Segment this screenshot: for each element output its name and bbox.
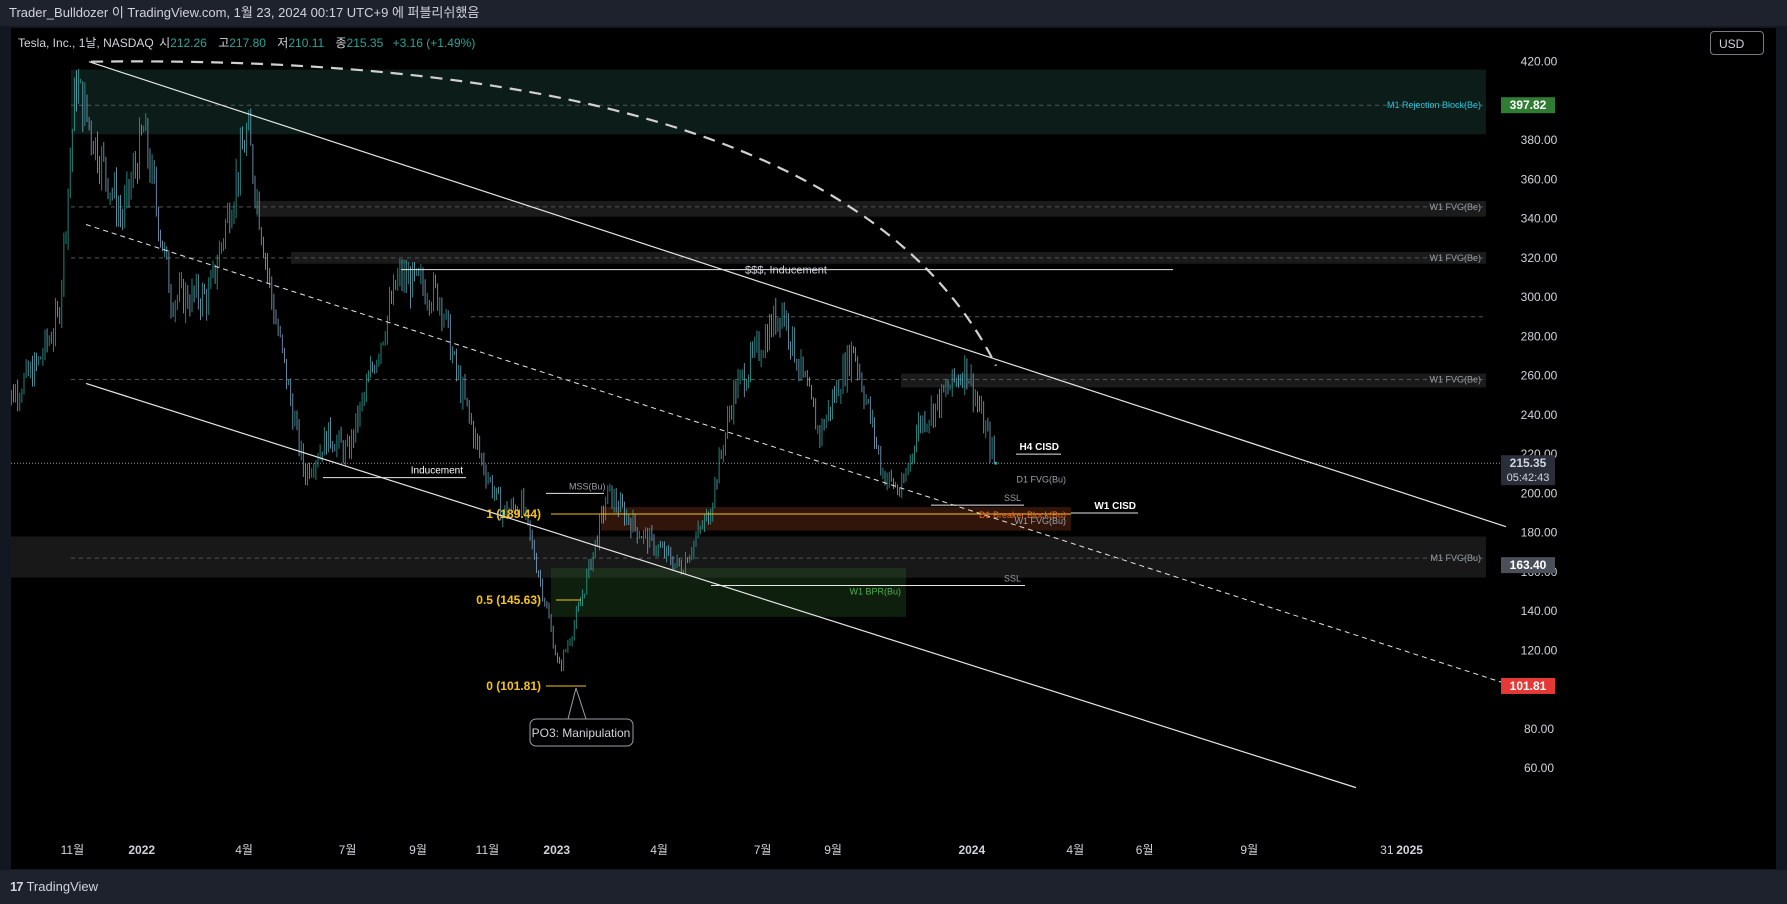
publish-header: Trader_Bulldozer 이 TradingView.com, 1월 2… [0,0,1787,26]
x-tick-5: 9월 [409,843,427,857]
x-tick-2: 2022 [128,843,155,857]
y-tick-2: 360.00 [1521,172,1558,186]
trendline-layer [11,60,1507,789]
footer-bar: 17 TradingView [0,870,1787,904]
level-label-6: D1 Breaker Block(Bu) [979,510,1066,520]
x-tick-13: 6월 [1136,843,1154,857]
x-tick-16: 2025 [1396,843,1423,857]
change-value: +3.16 (+1.49%) [392,36,476,50]
zone-m1-fvg-bu [11,536,1486,578]
level-label-0: M1 Rejection Block(Be) [1387,100,1481,110]
chart-svg: M1 Rejection Block(Be) W1 FVG(Be) W1 FVG(B… [11,55,1558,857]
level-label-4: M1 FVG(Bu) [1430,553,1481,563]
zone-w1-fvg-be-3 [901,373,1486,388]
level-badge-0-label: 397.82 [1510,98,1547,112]
y-tick-13: 140.00 [1521,604,1558,618]
level-label-7: W1 FVG(Bu) [1014,516,1066,526]
ssl-label-1: SSL [1004,493,1021,503]
level-badge-4-label: 163.40 [1510,558,1547,572]
close-label: 종 [335,36,347,50]
low-label: 저 [277,36,289,50]
tv-logo-icon: 17 [10,879,24,894]
x-tick-3: 4월 [235,843,253,857]
chart-area[interactable]: M1 Rejection Block(Be) W1 FVG(Be) W1 FVG(B… [11,28,1776,869]
low-value: 210.11 [288,36,325,50]
y-tick-11: 180.00 [1521,526,1558,540]
level-badge-0-bg [1501,97,1555,114]
y-tick-0: 420.00 [1521,55,1558,69]
level-badge-4-bg [1501,557,1555,574]
sss-label: $$$, Inducement [745,265,827,277]
low-price-badge-label: 101.81 [1510,679,1547,693]
zone-w1-bpr-bu [551,567,906,617]
high-value: 217.80 [229,36,266,50]
publish-info: Trader_Bulldozer 이 TradingView.com, 1월 2… [9,5,480,20]
y-tick-7: 260.00 [1521,369,1558,383]
x-tick-15: 31 [1380,843,1394,857]
w1-cisd-label: W1 CISD [1094,501,1136,512]
y-tick-10: 200.00 [1521,486,1558,500]
axis-layer: 420.00 380.00 360.00 340.00 320.00 300.00 280.… [11,55,1558,857]
x-tick-10: 9월 [824,843,842,857]
x-tick-6: 11월 [476,843,500,857]
x-tick-0: 9월 [11,843,12,857]
symbol-name: Tesla, Inc., 1날, NASDAQ [18,36,154,50]
symbol-legend: Tesla, Inc., 1날, NASDAQ 시212.26 고217.80 … [18,34,481,51]
x-tick-14: 9월 [1240,843,1258,857]
current-price-badge-bg [1501,455,1555,486]
zone-breaker-block [601,507,1071,531]
y-tick-6: 280.00 [1521,329,1558,343]
y-tick-1: 380.00 [1521,133,1558,147]
brand-name: TradingView [26,879,99,894]
price-layer [11,68,998,672]
current-price-badge-countdown: 05:42:43 [1507,472,1550,484]
channel-mid-line [85,224,1507,685]
fib-label-1: 0.5 (145.63) [476,593,541,607]
high-label: 고 [218,36,230,50]
zones-layer [11,69,1486,617]
level-label-5: D1 FVG(Bu) [1016,475,1066,485]
channel-upper-line [88,61,1507,528]
x-tick-8: 4월 [650,843,668,857]
level-label-3: W1 FVG(Be) [1429,375,1481,385]
x-tick-4: 7월 [339,843,357,857]
h4-cisd-label: H4 CISD [1020,442,1059,453]
currency-button[interactable]: USD [1710,31,1764,55]
zone-w1-fvg-be-1 [256,200,1486,217]
ssl-label-2: SSL [1004,574,1021,584]
y-tick-15: 80.00 [1524,722,1554,736]
x-tick-9: 7월 [754,843,772,857]
inducement-label: Inducement [411,466,463,477]
mss-label: MSS(Bu) [569,481,606,491]
level-label-2: W1 FVG(Be) [1429,253,1481,263]
x-tick-12: 4월 [1066,843,1084,857]
y-tick-3: 340.00 [1521,212,1558,226]
y-tick-5: 300.00 [1521,290,1558,304]
fib-label-0: 1 (189.44) [486,507,541,521]
y-tick-4: 320.00 [1521,251,1558,265]
x-tick-1: 11월 [61,843,85,857]
po3-label: PO3: Manipulation [532,726,631,740]
low-price-badge-bg [1501,677,1555,694]
open-value: 212.26 [170,36,207,50]
x-tick-11: 2024 [958,843,985,857]
y-tick-14: 120.00 [1521,643,1558,657]
level-label-8: W1 BPR(Bu) [849,586,901,596]
label-layer: M1 Rejection Block(Be) W1 FVG(Be) W1 FVG(B… [411,100,1481,747]
po3-box [529,718,634,747]
curved-arc-line [90,60,997,367]
zone-m1-rejection [71,69,1486,135]
level-label-1: W1 FVG(Be) [1429,202,1481,212]
y-tick-8: 240.00 [1521,408,1558,422]
close-value: 215.35 [346,36,384,50]
fib-label-2: 0 (101.81) [486,679,541,693]
y-tick-16: 60.00 [1524,761,1554,775]
tradingview-logo[interactable]: 17 TradingView [10,879,98,894]
open-label: 시 [159,36,171,50]
current-price-badge-label: 215.35 [1510,456,1547,470]
po3-pointer [567,687,587,720]
x-tick-7: 2023 [543,843,570,857]
